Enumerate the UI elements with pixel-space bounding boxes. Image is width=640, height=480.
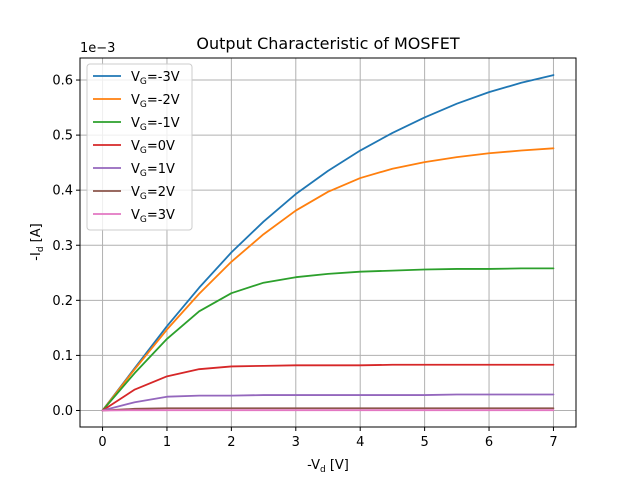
- y-tick-label: 0.1: [52, 349, 73, 364]
- legend-label: VG=-2V: [131, 93, 180, 110]
- chart-title: Output Characteristic of MOSFET: [196, 34, 459, 53]
- x-tick-label: 6: [485, 435, 493, 450]
- x-axis-label: -Vd [V]: [307, 458, 349, 475]
- legend-box: [86, 63, 193, 231]
- x-tick-label: 1: [163, 435, 171, 450]
- legend: VG=-3V VG=-2V VG=-1V VG=0V VG=1V VG=2V VG=3V: [86, 63, 193, 231]
- y-tick-label: 0.3: [52, 239, 73, 254]
- x-tick-label: 7: [549, 435, 557, 450]
- y-tick-label: 0.6: [52, 74, 73, 89]
- x-tick-label: 3: [292, 435, 300, 450]
- legend-label: VG=0V: [131, 139, 175, 156]
- legend-label: VG=1V: [131, 162, 175, 179]
- y-axis-label: -Id [A]: [29, 223, 46, 260]
- legend-label: VG=-3V: [131, 70, 180, 87]
- y-offset-label: 1e−3: [80, 41, 115, 56]
- series-line-1: [101, 147, 555, 412]
- series-line-3: [101, 363, 555, 412]
- series-lines: [101, 74, 555, 412]
- series-line-2: [101, 267, 555, 412]
- x-tick-label: 5: [420, 435, 428, 450]
- series-line-4: [101, 393, 555, 412]
- y-tick-label: 0.2: [52, 294, 73, 309]
- legend-label: VG=3V: [131, 208, 175, 225]
- x-tick-label: 0: [98, 435, 106, 450]
- legend-label: VG=2V: [131, 185, 175, 202]
- series-line-0: [101, 74, 555, 412]
- y-tick-label: 0.0: [52, 404, 73, 419]
- x-tick-label: 2: [227, 435, 235, 450]
- y-tick-label: 0.4: [52, 184, 73, 199]
- plot-frame: [79, 57, 577, 428]
- x-tick-label: 4: [356, 435, 364, 450]
- legend-label: VG=-1V: [131, 116, 180, 133]
- grid-lines: [80, 58, 576, 427]
- series-line-5: [101, 407, 555, 412]
- y-tick-label: 0.5: [52, 129, 73, 144]
- axis-ticks: 0 1 2 3 4 5 6 7 0.0 0.1 0.2 0.3 0.4 0.5 0.6: [52, 74, 557, 450]
